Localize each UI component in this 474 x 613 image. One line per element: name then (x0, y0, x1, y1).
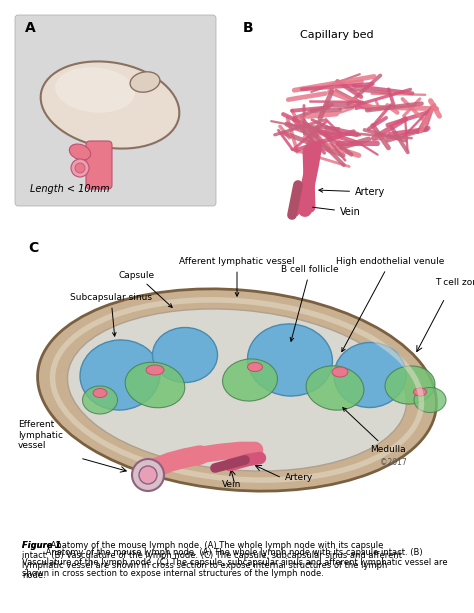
Text: Medulla: Medulla (343, 408, 406, 454)
Text: Vein: Vein (222, 480, 241, 489)
Text: ©2017: ©2017 (380, 458, 407, 467)
Ellipse shape (67, 309, 407, 471)
Text: Capsule: Capsule (119, 270, 172, 307)
Ellipse shape (146, 365, 164, 375)
Ellipse shape (247, 362, 263, 371)
Ellipse shape (41, 61, 179, 148)
Text: Figure 1: Figure 1 (22, 541, 61, 550)
Ellipse shape (93, 389, 107, 397)
Ellipse shape (37, 289, 437, 491)
Ellipse shape (247, 324, 332, 396)
Text: Anatomy of the mouse lymph node. (A) The whole lymph node with its capsule intac: Anatomy of the mouse lymph node. (A) The… (22, 548, 447, 578)
Text: T cell zone: T cell zone (435, 278, 474, 287)
Ellipse shape (80, 340, 160, 410)
Text: A: A (25, 21, 36, 35)
Ellipse shape (334, 343, 406, 408)
Ellipse shape (125, 362, 185, 408)
Ellipse shape (55, 67, 135, 113)
Ellipse shape (130, 72, 160, 92)
Text: Anatomy of the mouse lymph node. (A) The whole lymph node with its capsule: Anatomy of the mouse lymph node. (A) The… (48, 541, 384, 550)
Text: lymphatic vessel are shown in cross section to expose internal structures of the: lymphatic vessel are shown in cross sect… (22, 561, 387, 570)
Text: Artery: Artery (319, 187, 385, 197)
Ellipse shape (385, 366, 435, 404)
Text: B: B (243, 21, 254, 35)
Text: Figure 1: Figure 1 (22, 541, 61, 550)
Ellipse shape (75, 163, 85, 173)
Text: Subcapsular sinus: Subcapsular sinus (70, 294, 152, 336)
Text: Vein: Vein (299, 204, 361, 217)
FancyBboxPatch shape (15, 15, 216, 206)
Text: Length < 10mm: Length < 10mm (30, 184, 109, 194)
Ellipse shape (306, 366, 364, 410)
Ellipse shape (223, 359, 277, 401)
Ellipse shape (414, 387, 446, 413)
Ellipse shape (332, 367, 348, 377)
Text: Efferent
lymphatic
vessel: Efferent lymphatic vessel (18, 420, 63, 450)
Ellipse shape (71, 159, 89, 177)
Text: B cell follicle: B cell follicle (281, 265, 339, 341)
Ellipse shape (153, 327, 218, 383)
Text: High endothelial venule: High endothelial venule (336, 257, 444, 352)
Ellipse shape (132, 459, 164, 491)
Text: Capillary bed: Capillary bed (300, 30, 374, 40)
FancyBboxPatch shape (86, 141, 112, 189)
Text: node.: node. (22, 571, 46, 580)
Text: Artery: Artery (285, 473, 313, 482)
Text: Afferent lymphatic vessel: Afferent lymphatic vessel (179, 257, 295, 296)
Ellipse shape (413, 388, 427, 396)
Ellipse shape (69, 144, 91, 160)
Ellipse shape (82, 386, 118, 414)
Ellipse shape (139, 466, 157, 484)
Text: C: C (28, 241, 38, 255)
Text: intact. (B) Vasculature of the lymph node. (C) The capsule, subcapsular sinus an: intact. (B) Vasculature of the lymph nod… (22, 551, 402, 560)
